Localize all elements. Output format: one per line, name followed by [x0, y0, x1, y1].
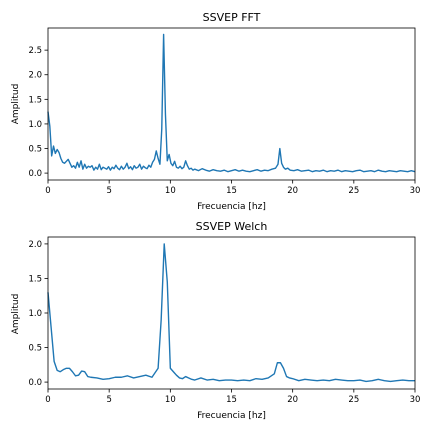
welch-x-tick-label: 30: [410, 395, 421, 405]
fft-x-tick-label: 0: [45, 186, 50, 196]
welch-series-line-0: [47, 243, 415, 383]
welch-plot-area: 0 5 10 15 20 25 30 0.0 0.5 1.0 1.5 2.0: [28, 240, 420, 405]
fft-y-tick-label: 2.5: [28, 46, 42, 56]
fft-x-axis-label: Frecuencia [hz]: [197, 202, 266, 212]
fft-y-tick-label: 0.5: [28, 145, 42, 155]
fft-y-tick-label: 2.0: [28, 71, 42, 81]
welch-y-axis-label: Amplitud: [11, 294, 21, 335]
fft-plot-area: 0 5 10 15 20 25 30 0.0 0.5 1.0 1.5 2.0 2.5: [28, 33, 421, 196]
welch-y-tick-label: 2.0: [28, 240, 42, 250]
fft-x-tick-label: 15: [226, 186, 237, 196]
welch-x-axis-label: Frecuencia [hz]: [197, 411, 266, 421]
fft-x-tick-label: 20: [287, 186, 298, 196]
fft-y-axis-label: Amplitud: [11, 84, 21, 125]
fft-chart-title: SSVEP FFT: [203, 11, 261, 24]
welch-y-tick-label: 0.5: [28, 344, 42, 354]
fft-y-tick-label: 1.5: [28, 95, 42, 105]
welch-x-tick-label: 25: [348, 395, 359, 405]
welch-x-tick-label: 0: [45, 395, 50, 405]
fft-x-tick-label: 5: [106, 186, 111, 196]
welch-x-tick-label: 15: [226, 395, 237, 405]
fft-chart: SSVEP FFT Frecuencia [hz] Amplitud 0 5 10 1…: [11, 11, 420, 212]
fft-x-tick-label: 10: [165, 186, 176, 196]
welch-chart-title: SSVEP Welch: [196, 220, 268, 233]
welch-y-tick-label: 0.0: [28, 378, 42, 388]
fft-axes-frame: [47, 27, 416, 181]
welch-x-tick-label: 5: [106, 395, 111, 405]
fft-y-tick-label: 0.0: [28, 169, 42, 179]
fft-series-line-0: [47, 33, 416, 173]
welch-x-tick-label: 20: [287, 395, 298, 405]
fft-x-tick-label: 25: [348, 186, 359, 196]
welch-chart: SSVEP Welch Frecuencia [hz] Amplitud 0 5 1…: [11, 220, 420, 421]
welch-y-tick-label: 1.5: [28, 274, 42, 284]
welch-axes-frame: [47, 236, 416, 390]
fft-y-tick-label: 1.0: [28, 120, 42, 130]
fft-x-tick-label: 30: [410, 186, 421, 196]
welch-y-tick-label: 1.0: [28, 309, 42, 319]
welch-x-tick-label: 10: [165, 395, 176, 405]
